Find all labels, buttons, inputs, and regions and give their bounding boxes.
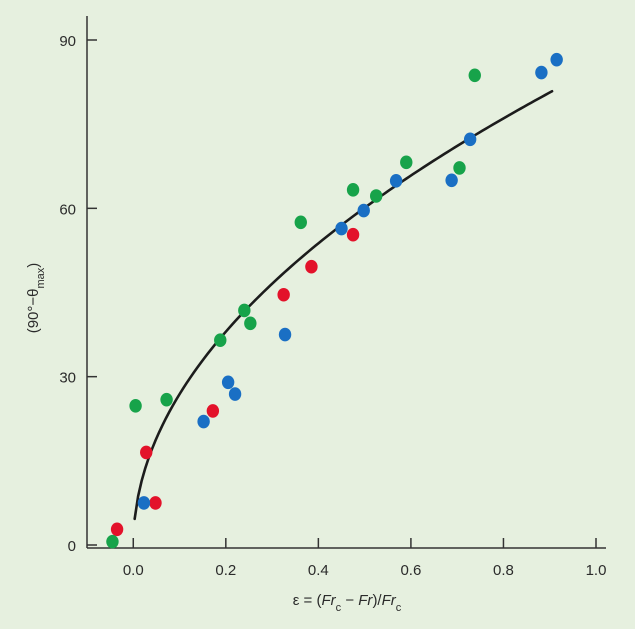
data-point-blue bbox=[335, 221, 348, 236]
x-tick-label: 1.0 bbox=[586, 562, 607, 579]
data-point-blue bbox=[535, 65, 548, 80]
data-point-blue bbox=[389, 174, 403, 188]
data-point-green bbox=[214, 333, 227, 347]
data-point-green bbox=[468, 68, 481, 83]
y-tick-label: 90 bbox=[59, 33, 76, 50]
data-point-blue bbox=[550, 52, 563, 67]
data-point-green bbox=[238, 303, 251, 318]
data-point-green bbox=[129, 399, 142, 413]
data-point-green bbox=[160, 392, 173, 407]
data-point-red bbox=[149, 496, 162, 510]
data-point-blue bbox=[463, 132, 477, 147]
data-point-green bbox=[106, 534, 119, 549]
y-tick-label: 60 bbox=[59, 201, 76, 218]
data-point-blue bbox=[445, 173, 458, 188]
data-point-red bbox=[140, 445, 153, 460]
data-point-green bbox=[370, 189, 383, 203]
data-points bbox=[106, 52, 563, 549]
x-tick-label: 0.6 bbox=[400, 562, 421, 579]
data-point-green bbox=[294, 215, 307, 230]
data-point-blue bbox=[278, 327, 292, 342]
data-point-red bbox=[206, 404, 220, 418]
data-point-blue bbox=[357, 203, 370, 218]
axes bbox=[86, 16, 606, 549]
y-axis-label: (90°−θmax) bbox=[25, 263, 47, 334]
data-point-blue bbox=[197, 414, 210, 429]
data-point-green bbox=[244, 316, 257, 331]
data-point-green bbox=[453, 161, 466, 175]
tick-marks bbox=[87, 39, 597, 548]
data-point-red bbox=[346, 227, 360, 242]
data-point-blue bbox=[137, 496, 151, 510]
data-point-blue bbox=[228, 387, 242, 401]
y-tick-label: 0 bbox=[68, 538, 76, 555]
y-tick-label: 30 bbox=[59, 370, 76, 387]
x-tick-label: 0.2 bbox=[215, 562, 236, 579]
data-point-red bbox=[277, 287, 290, 302]
data-point-green bbox=[400, 155, 413, 170]
x-tick-label: 0.0 bbox=[123, 562, 144, 579]
data-point-red bbox=[305, 259, 318, 274]
x-axis-label: ε = (Frc − Fr)/Frc bbox=[293, 592, 402, 614]
data-point-green bbox=[346, 183, 360, 197]
x-tick-label: 0.8 bbox=[493, 562, 514, 579]
fit-curve bbox=[133, 89, 554, 521]
data-point-blue bbox=[221, 375, 235, 390]
x-tick-label: 0.4 bbox=[308, 562, 329, 579]
axis-labels: 0.0 0.2 0.4 0.6 0.8 1.0 0 30 60 90 ε = (Frc − Fr)/… bbox=[25, 33, 606, 614]
fit-curve-layer bbox=[133, 89, 554, 521]
data-point-red bbox=[110, 522, 124, 537]
